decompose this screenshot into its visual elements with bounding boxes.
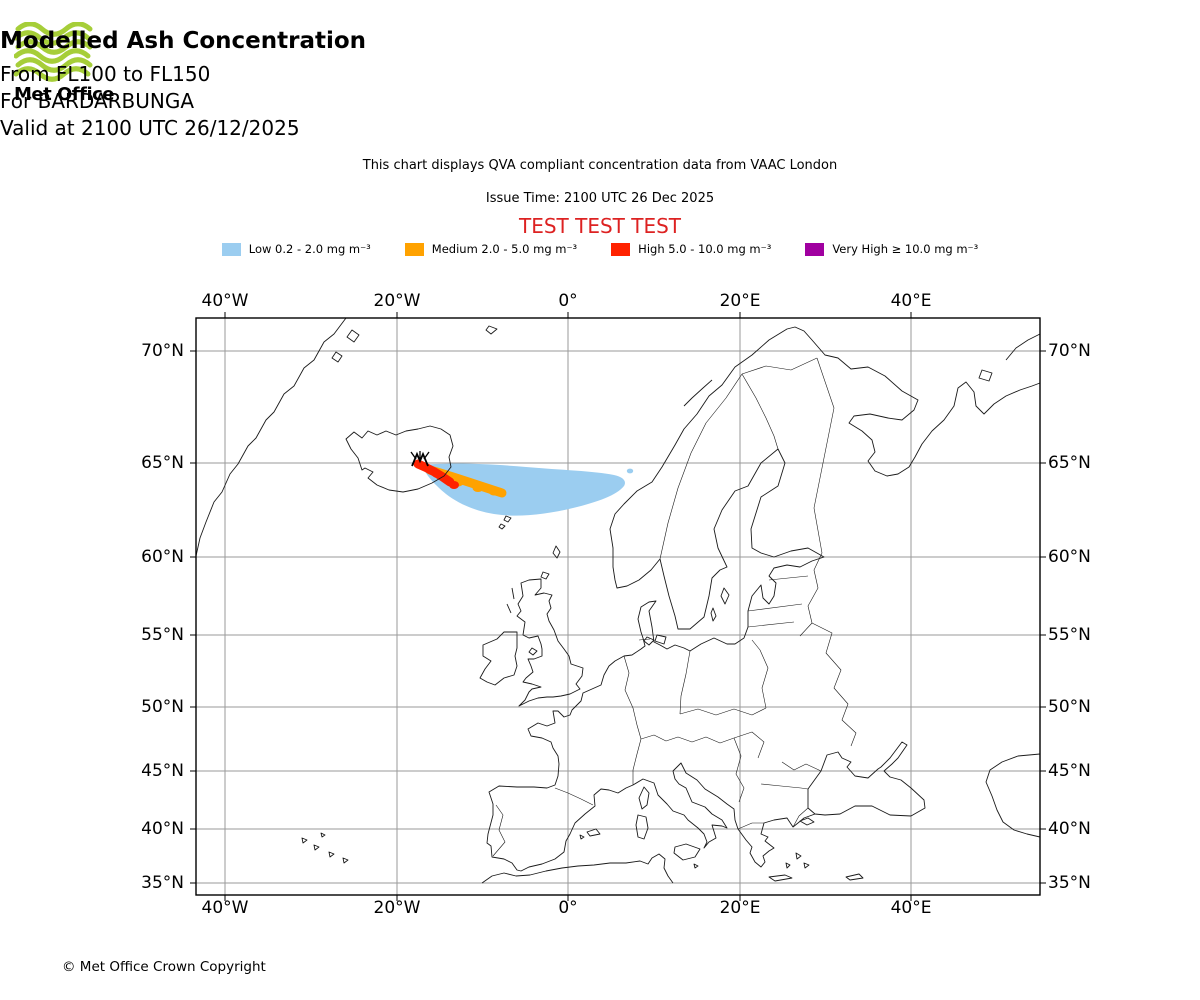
island-funen xyxy=(643,636,655,646)
island-jan-mayen xyxy=(485,325,498,335)
lat-label-right-55n: 55°N xyxy=(1048,625,1091,645)
lon-label-bottom-0: 0° xyxy=(558,898,578,918)
graticule xyxy=(196,318,1040,895)
island-balearics xyxy=(579,828,601,840)
legend-label-very-high: Very High ≥ 10.0 mg m⁻³ xyxy=(832,242,979,256)
logo-waves-icon xyxy=(14,22,93,82)
lat-label-right-35n: 35°N xyxy=(1048,873,1091,893)
lon-label-bottom-20w: 20°W xyxy=(373,898,421,918)
lat-label-left-70n: 70°N xyxy=(141,341,184,361)
axis-ticks xyxy=(190,312,1046,901)
lat-label-right-70n: 70°N xyxy=(1048,341,1091,361)
lat-label-right-40n: 40°N xyxy=(1048,819,1091,839)
legend-swatch-very-high xyxy=(805,242,825,256)
test-banner: TEST TEST TEST xyxy=(518,214,681,238)
legend-item-low: Low 0.2 - 2.0 mg m⁻³ xyxy=(221,242,371,256)
coast-greenland xyxy=(195,317,347,557)
island-zealand xyxy=(654,634,667,645)
lon-label-top-40e: 40°E xyxy=(890,291,932,311)
coast-scandinavia-arctic xyxy=(609,326,1041,589)
ash-plume-high xyxy=(413,459,459,489)
island-sardinia xyxy=(635,814,649,840)
concentration-legend: Low 0.2 - 2.0 mg m⁻³ Medium 2.0 - 5.0 mg… xyxy=(0,242,1200,256)
coast-baltic-atlantic-mediterranean xyxy=(486,448,825,872)
flight-level-subtitle: From FL100 to FL150 xyxy=(0,62,211,86)
island-oland xyxy=(710,607,717,622)
lon-label-bottom-40w: 40°W xyxy=(201,898,249,918)
lat-label-right-50n: 50°N xyxy=(1048,697,1091,717)
coast-north-africa xyxy=(481,853,674,884)
lat-label-left-65n: 65°N xyxy=(141,453,184,473)
legend-label-medium: Medium 2.0 - 5.0 mg m⁻³ xyxy=(431,242,578,256)
valid-time-subtitle: Valid at 2100 UTC 26/12/2025 xyxy=(0,116,300,140)
coast-caspian xyxy=(985,753,1041,838)
coastlines-group xyxy=(195,317,1041,884)
legend-swatch-low xyxy=(221,242,241,256)
island-crete xyxy=(768,874,793,882)
lat-label-right-65n: 65°N xyxy=(1048,453,1091,473)
island-kolguyev xyxy=(978,369,993,382)
legend-label-low: Low 0.2 - 2.0 mg m⁻³ xyxy=(248,242,371,256)
lon-label-top-20w: 20°W xyxy=(373,291,421,311)
legend-swatch-medium xyxy=(404,242,424,256)
copyright-notice: © Met Office Crown Copyright xyxy=(62,959,266,975)
island-sicily xyxy=(673,843,701,861)
lon-label-top-40w: 40°W xyxy=(201,291,249,311)
island-orkney xyxy=(540,571,550,580)
island-faroe xyxy=(498,515,512,530)
lat-label-right-60n: 60°N xyxy=(1048,547,1091,567)
island-shetland xyxy=(552,545,561,559)
map-frame xyxy=(195,317,1041,896)
lon-label-top-0: 0° xyxy=(558,291,578,311)
volcano-subtitle: For BARDARBUNGA xyxy=(0,89,195,113)
met-office-logo: Met Office xyxy=(14,22,134,105)
qva-compliance-note: This chart displays QVA compliant concen… xyxy=(362,158,838,173)
coast-ireland xyxy=(479,631,518,686)
logo-wordmark: Met Office xyxy=(14,84,115,105)
coast-iceland xyxy=(345,425,454,493)
lat-label-left-60n: 60°N xyxy=(141,547,184,567)
ash-plume-low xyxy=(424,463,634,516)
volcano-icon xyxy=(410,451,430,467)
lon-label-bottom-20e: 20°E xyxy=(719,898,761,918)
island-corsica xyxy=(638,786,650,810)
island-malta xyxy=(693,863,699,869)
coast-black-sea xyxy=(807,741,926,817)
legend-swatch-high xyxy=(611,242,631,256)
island-hebrides xyxy=(506,587,515,614)
logo-wave-group xyxy=(14,22,93,82)
lat-label-left-40n: 40°N xyxy=(141,819,184,839)
legend-label-high: High 5.0 - 10.0 mg m⁻³ xyxy=(638,242,772,256)
island-cyprus xyxy=(845,873,864,881)
lon-label-top-20e: 20°E xyxy=(719,291,761,311)
lat-label-left-45n: 45°N xyxy=(141,761,184,781)
coast-marmara xyxy=(799,817,815,826)
island-azores xyxy=(301,832,349,864)
legend-item-medium: Medium 2.0 - 5.0 mg m⁻³ xyxy=(404,242,578,256)
lat-label-left-35n: 35°N xyxy=(141,873,184,893)
lon-label-bottom-40e: 40°E xyxy=(890,898,932,918)
coast-novaya-zemlya xyxy=(1005,333,1041,361)
borders-group xyxy=(492,357,857,857)
europe-map xyxy=(190,312,1046,901)
island-gotland xyxy=(720,587,730,605)
island-isle-of-man xyxy=(528,647,538,656)
legend-item-very-high: Very High ≥ 10.0 mg m⁻³ xyxy=(805,242,978,256)
island-aegean xyxy=(785,852,810,869)
page-title: Modelled Ash Concentration xyxy=(0,28,367,54)
lat-label-left-50n: 50°N xyxy=(141,697,184,717)
lat-label-left-55n: 55°N xyxy=(141,625,184,645)
coast-great-britain xyxy=(516,578,584,707)
legend-item-high: High 5.0 - 10.0 mg m⁻³ xyxy=(611,242,771,256)
issue-time: Issue Time: 2100 UTC 26 Dec 2025 xyxy=(485,191,715,206)
lat-label-right-45n: 45°N xyxy=(1048,761,1091,781)
island-lofoten xyxy=(683,379,713,407)
island-greenland-offshore xyxy=(331,329,360,363)
